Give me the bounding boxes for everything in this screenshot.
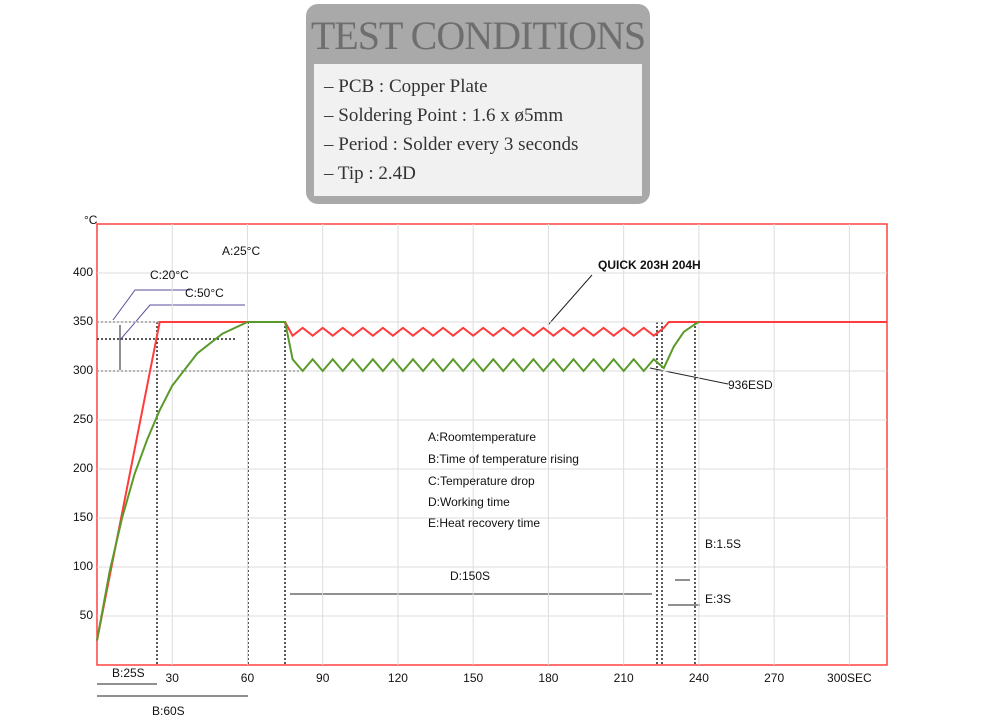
annotation: B:Time of temperature rising [428,452,579,466]
x-tick-label: 210 [614,671,634,685]
condition-item: – Tip : 2.4D [324,163,416,184]
box-panel: – PCB : Copper Plate – Soldering Point : … [314,64,642,196]
x-tick-label: 270 [764,671,784,685]
y-axis-label: °C [84,213,98,227]
y-tick-label: 300 [73,363,93,377]
plot-frame [96,223,888,666]
annotation: C:Temperature drop [428,474,535,488]
series-line [96,321,887,641]
condition-list: – PCB : Copper Plate – Soldering Point : … [314,64,642,188]
x-tick-label: 120 [388,671,408,685]
x-tick-label: 60 [241,671,255,685]
annotation: E:3S [705,592,731,606]
x-tick-label: 150 [463,671,483,685]
x-tick-label: 240 [689,671,709,685]
test-conditions-box: TEST CONDITIONS – PCB : Copper Plate – So… [306,4,650,204]
leader-line [119,304,245,341]
y-tick-label: 200 [73,461,93,475]
leader-line [547,274,593,326]
condition-item: – PCB : Copper Plate [324,76,488,97]
y-tick-label: 50 [80,608,94,622]
x-tick-label: 180 [538,671,558,685]
annotation: A:25°C [222,244,260,258]
annotation: E:Heat recovery time [428,516,540,530]
annotation: D:Working time [428,495,510,509]
annotation: B:60S [152,704,185,718]
series-line [96,321,700,641]
y-tick-label: 100 [73,559,93,573]
series-label: QUICK 203H 204H [598,258,701,272]
annotation: A:Roomtemperature [428,430,536,444]
leader-line [112,289,190,321]
x-tick-label: 30 [166,671,180,685]
annotation: C:50°C [185,286,224,300]
guides [97,274,729,697]
series-label: 936ESD [728,378,773,392]
condition-item: – Period : Solder every 3 seconds [324,134,579,155]
y-tick-label: 400 [73,265,93,279]
x-tick-label: 300SEC [827,671,872,685]
y-tick-label: 250 [73,412,93,426]
annotation: D:150S [450,569,490,583]
y-tick-label: 150 [73,510,93,524]
annotation: C:20°C [150,268,189,282]
y-tick-label: 350 [73,314,93,328]
x-tick-label: 90 [316,671,330,685]
condition-item: – Soldering Point : 1.6 x ø5mm [324,105,564,126]
annotation: B:25S [112,666,145,680]
box-title: TEST CONDITIONS [310,13,646,58]
annotation: B:1.5S [705,537,741,551]
